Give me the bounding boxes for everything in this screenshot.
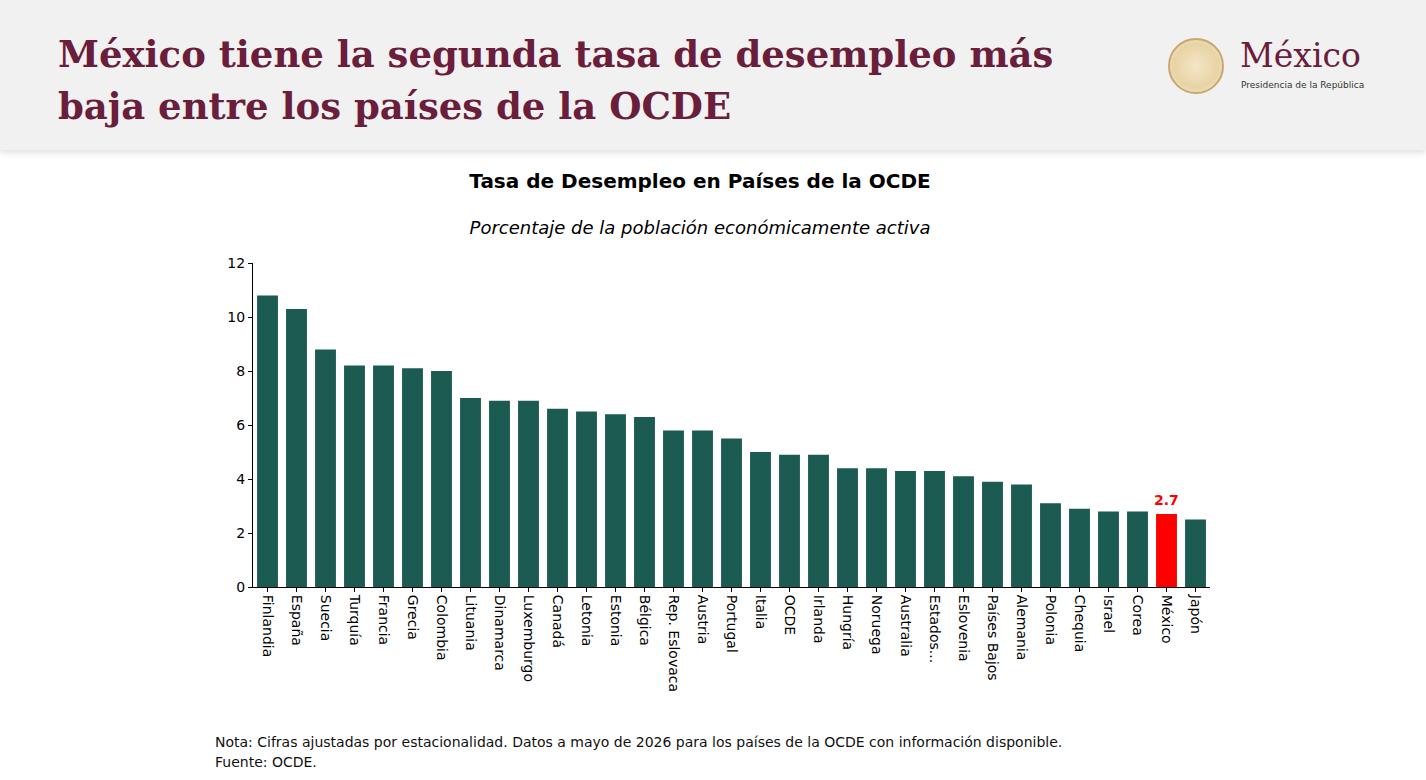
- svg-text:Luxemburgo: Luxemburgo: [521, 595, 537, 682]
- html-text:México tiene la segunda tasa d: México tiene la segunda tasa de desemple…: [58, 32, 1054, 128]
- svg-text:Israel: Israel: [1101, 595, 1117, 633]
- svg-text:Estonia: Estonia: [608, 595, 624, 647]
- svg-text:Portugal: Portugal: [724, 595, 740, 653]
- svg-text:Letonia: Letonia: [579, 595, 595, 647]
- svg-text:Japón: Japón: [1188, 594, 1204, 634]
- svg-text:Francia: Francia: [376, 595, 392, 645]
- svg-text:8: 8: [236, 363, 245, 379]
- svg-text:Países Bajos: Países Bajos: [985, 595, 1001, 681]
- svg-text:Tasa de Desempleo en Países de: Tasa de Desempleo en Países de la OCDE: [469, 169, 930, 193]
- svg-text:España: España: [289, 595, 305, 646]
- svg-text:Chequia: Chequia: [1072, 595, 1088, 653]
- html-text:Fuente: OCDE.: Fuente: OCDE.: [215, 754, 317, 770]
- svg-text:0: 0: [236, 579, 245, 595]
- svg-text:2.7: 2.7: [1154, 492, 1179, 508]
- svg-text:10: 10: [227, 309, 245, 325]
- svg-text:Australia: Australia: [898, 595, 914, 657]
- svg-text:Finlandia: Finlandia: [260, 595, 276, 658]
- html-text:Nota: Cifras ajustadas por est: Nota: Cifras ajustadas por estacionalida…: [215, 734, 1063, 750]
- svg-text:Lituania: Lituania: [463, 595, 479, 651]
- svg-text:Estados...: Estados...: [927, 595, 943, 663]
- html-text:México: México: [1240, 36, 1361, 75]
- svg-text:Alemania: Alemania: [1014, 595, 1030, 661]
- svg-text:Italia: Italia: [753, 595, 769, 630]
- svg-text:Noruega: Noruega: [869, 595, 885, 655]
- svg-text:Austria: Austria: [695, 595, 711, 644]
- svg-text:Porcentaje de la población eco: Porcentaje de la población económicament…: [470, 217, 931, 238]
- svg-text:Grecia: Grecia: [405, 595, 421, 640]
- svg-text:Canadá: Canadá: [550, 595, 566, 648]
- svg-text:6: 6: [236, 417, 245, 433]
- svg-text:OCDE: OCDE: [782, 595, 798, 635]
- svg-text:Corea: Corea: [1130, 595, 1146, 636]
- svg-text:Suecia: Suecia: [318, 595, 334, 642]
- svg-text:Polonia: Polonia: [1043, 595, 1059, 645]
- svg-text:Colombia: Colombia: [434, 595, 450, 661]
- svg-text:12: 12: [227, 255, 245, 271]
- svg-text:Irlanda: Irlanda: [811, 595, 827, 644]
- svg-text:4: 4: [236, 471, 245, 487]
- svg-text:Rep. Eslovaca: Rep. Eslovaca: [666, 595, 682, 692]
- svg-text:México: México: [1159, 595, 1175, 644]
- svg-text:Eslovenia: Eslovenia: [956, 595, 972, 662]
- svg-text:Hungría: Hungría: [840, 595, 856, 650]
- svg-text:2: 2: [236, 525, 245, 541]
- svg-text:Turquía: Turquía: [347, 594, 363, 646]
- svg-text:Dinamarca: Dinamarca: [492, 595, 508, 671]
- html-text:Presidencia de la República: Presidencia de la República: [1241, 80, 1365, 90]
- svg-text:Bélgica: Bélgica: [637, 595, 653, 646]
